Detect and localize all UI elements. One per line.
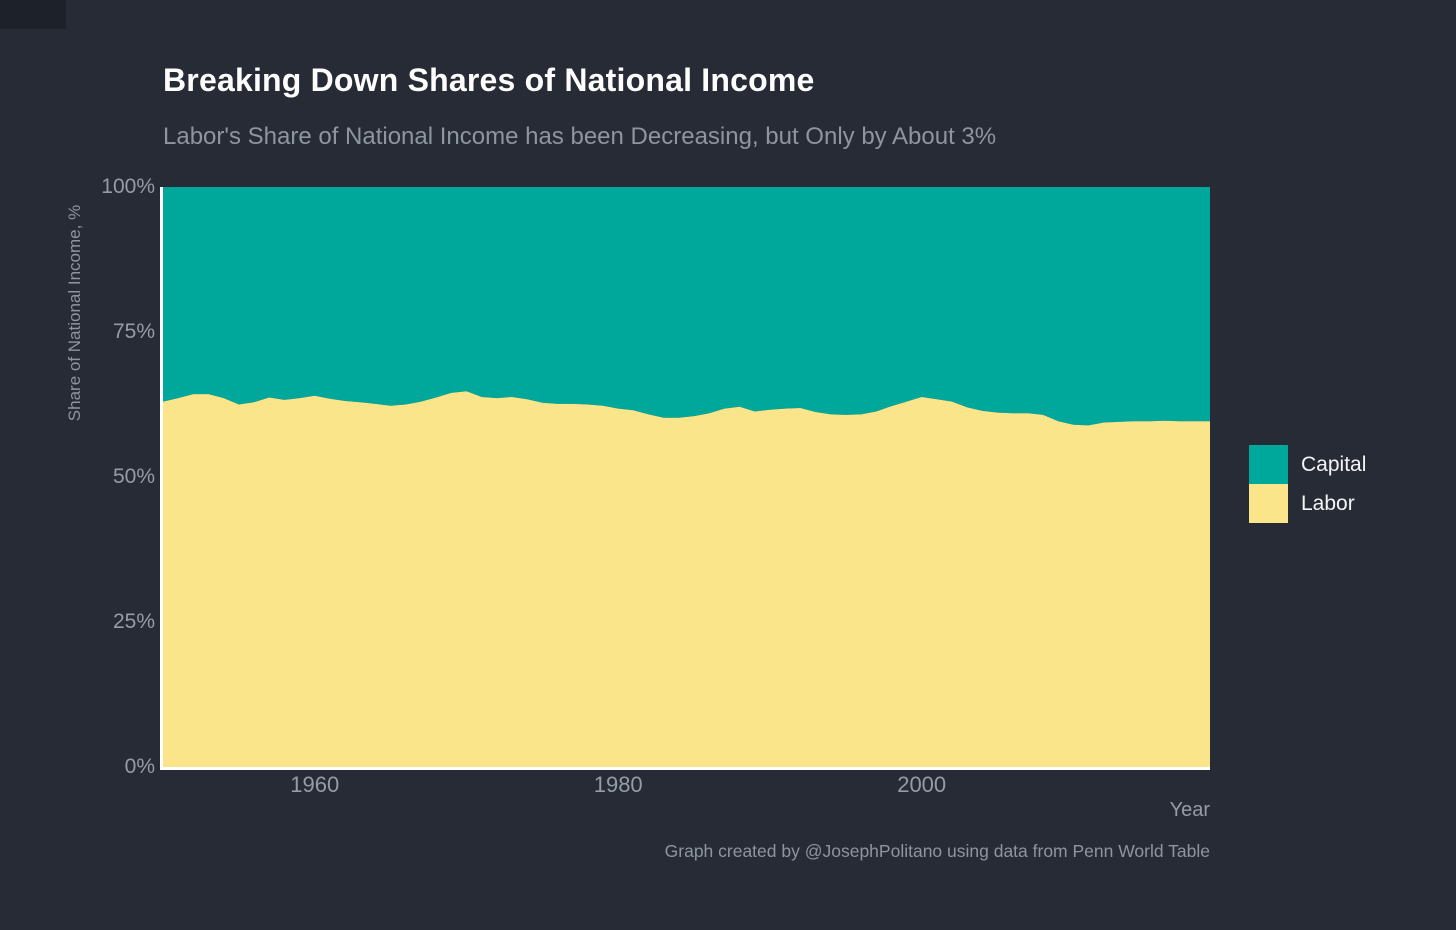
- capital-area: [163, 187, 1210, 426]
- y-tick-0%: 0%: [124, 755, 155, 778]
- capital-swatch: [1249, 445, 1288, 484]
- x-tick-1960: 1960: [290, 772, 340, 797]
- corner-shade: [0, 0, 66, 29]
- x-axis-title: Year: [1169, 799, 1210, 821]
- x-tick-1980: 1980: [593, 772, 643, 797]
- y-tick-75%: 75%: [112, 320, 155, 343]
- legend-entry-capital: Capital: [1249, 445, 1366, 484]
- legend-label-capital: Capital: [1301, 452, 1367, 476]
- y-axis-line: [160, 187, 163, 770]
- y-tick-25%: 25%: [112, 610, 155, 633]
- legend-label-labor: Labor: [1301, 491, 1355, 515]
- stacked-area-plot: [163, 187, 1210, 767]
- x-axis-line: [160, 767, 1210, 770]
- labor-swatch: [1249, 484, 1288, 523]
- chart-title: Breaking Down Shares of National Income: [163, 62, 815, 98]
- x-tick-2000: 2000: [897, 772, 947, 797]
- y-tick-50%: 50%: [112, 465, 155, 488]
- chart-caption: Graph created by @JosephPolitano using d…: [664, 841, 1210, 861]
- legend: Capital Labor: [1249, 445, 1366, 523]
- chart-subtitle: Labor's Share of National Income has bee…: [163, 123, 997, 150]
- labor-area: [163, 391, 1210, 767]
- y-tick-100%: 100%: [101, 175, 155, 198]
- legend-entry-labor: Labor: [1249, 484, 1366, 523]
- y-axis-title: Share of National Income, %: [65, 204, 84, 422]
